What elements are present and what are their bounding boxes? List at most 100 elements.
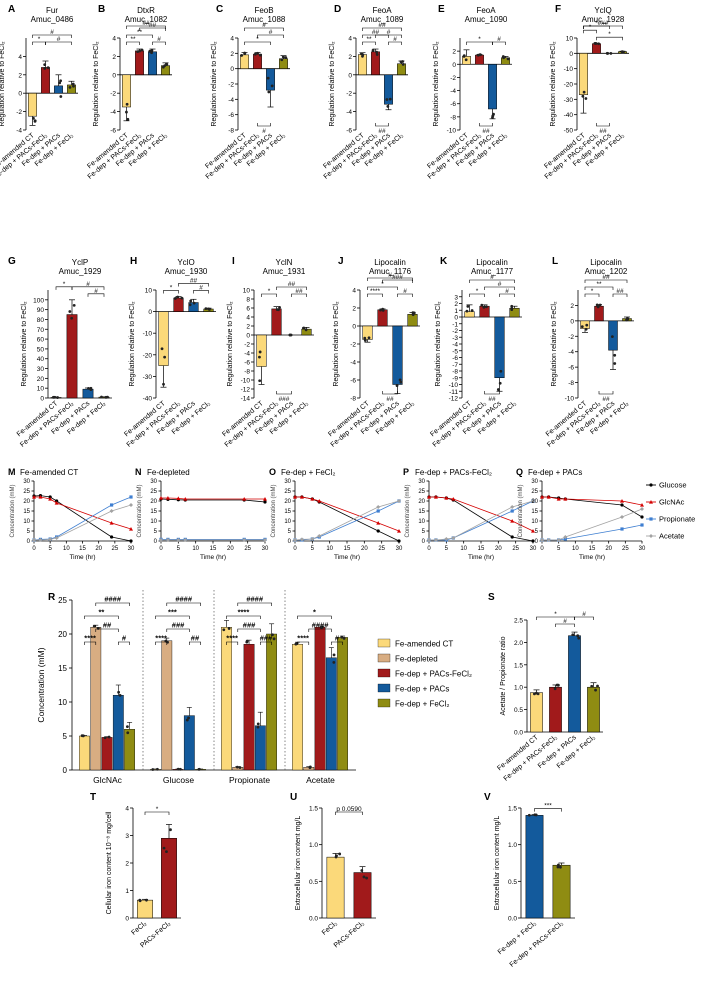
significance-bracket [276,391,292,395]
significance-label: #### [175,595,193,604]
legend-label: Fe-depleted [395,655,438,664]
data-point [571,633,575,637]
data-point [332,660,336,664]
significance-label: ### [598,20,609,27]
data-point [433,495,438,499]
legend-swatch [377,683,391,693]
data-point [553,687,557,691]
significance-bracket [244,27,284,31]
significance-label: # [388,272,392,279]
data-point [89,386,93,390]
significance-bracket [126,34,153,38]
y-tick-label: -8 [350,396,356,403]
data-point [180,296,184,300]
data-point [385,98,389,101]
data-point [340,635,344,639]
y-axis-label: Regulation relative to FeCl₂ [0,41,6,126]
data-point [376,529,380,533]
data-point [103,736,107,740]
data-point [46,66,50,70]
y-tick-label: -4 [452,342,458,349]
y-axis-label: Regulation relative to FeCl₂ [329,41,336,126]
y-tick-label: -8 [452,369,458,376]
significance-label: ** [98,608,104,617]
y-tick-label: -6 [244,360,250,367]
y-tick-label: -5 [452,348,458,355]
data-point [399,60,403,64]
bar [183,715,195,771]
data-point [563,537,567,541]
series-line-propionate [33,496,132,541]
significance-bracket [257,34,284,38]
data-point [534,691,538,695]
y-tick-label: 0.5 [514,707,523,714]
panel-u: U 0.0 0.5 1.0 1.5 Extracellular iron content … [290,792,376,949]
x-axis-label: Time (hr) [334,554,360,561]
data-point [510,535,514,539]
chart-title: Fe-amended CT [20,468,78,477]
significance-label: # [94,288,98,295]
bar [337,637,348,771]
y-tick-label: 15 [284,509,291,515]
data-point [176,295,180,299]
chart-title: FeoA [372,6,392,15]
y-tick-label: -3 [452,335,458,342]
y-tick-label: -20 [564,82,574,89]
x-tick-label: 0 [293,546,297,552]
data-point [32,538,36,542]
y-tick-label: 10 [150,519,157,525]
significance-label: ** [137,29,143,36]
data-point [367,336,371,340]
data-point [476,53,480,57]
data-point [334,855,338,859]
panel-letter: M [8,467,16,477]
x-axis-label: Time (hr) [468,554,494,561]
data-point [412,311,416,315]
data-point [640,503,644,507]
y-tick-label: 2.0 [514,640,523,647]
y-tick-label: 5 [63,732,68,741]
bar [326,856,345,919]
significance-bracket [536,616,575,620]
data-point [491,114,495,118]
data-point [129,503,133,507]
x-tick-label: 0 [32,546,36,552]
data-point [125,102,129,106]
x-tick-label: 10 [63,546,70,552]
y-tick-label: 5 [422,529,426,535]
bar [392,325,403,385]
significance-bracket [335,811,363,815]
bar [407,314,418,327]
y-tick-label: -10 [241,378,251,385]
bar [148,51,157,76]
data-point [256,725,260,729]
data-point [485,305,488,309]
significance-bracket [84,615,119,619]
y-tick-label: 20 [284,499,291,505]
data-point [640,515,644,519]
bar [579,53,588,95]
data-point [499,369,503,373]
significance-label: ## [142,20,150,27]
data-point [317,534,322,538]
chart-subtitle: Amuc_1929 [59,267,102,276]
legend-swatch [377,638,391,648]
y-tick-label: -4 [450,88,456,95]
significance-bracket [469,293,485,297]
data-point [596,305,600,309]
significance-label: ## [191,634,200,643]
significance-bracket [237,602,272,606]
data-point [104,395,108,399]
panel-m: M Fe-amended CT 0 5 10 15 20 25 30 0 5 10 15 20 25 30 Ti… [8,467,135,561]
data-point [129,495,133,499]
y-tick-label: 0 [570,318,574,325]
data-point [48,495,52,499]
significance-label: # [497,36,501,43]
y-tick-label: 30 [418,479,425,485]
data-point [222,628,226,632]
data-point [96,626,100,630]
